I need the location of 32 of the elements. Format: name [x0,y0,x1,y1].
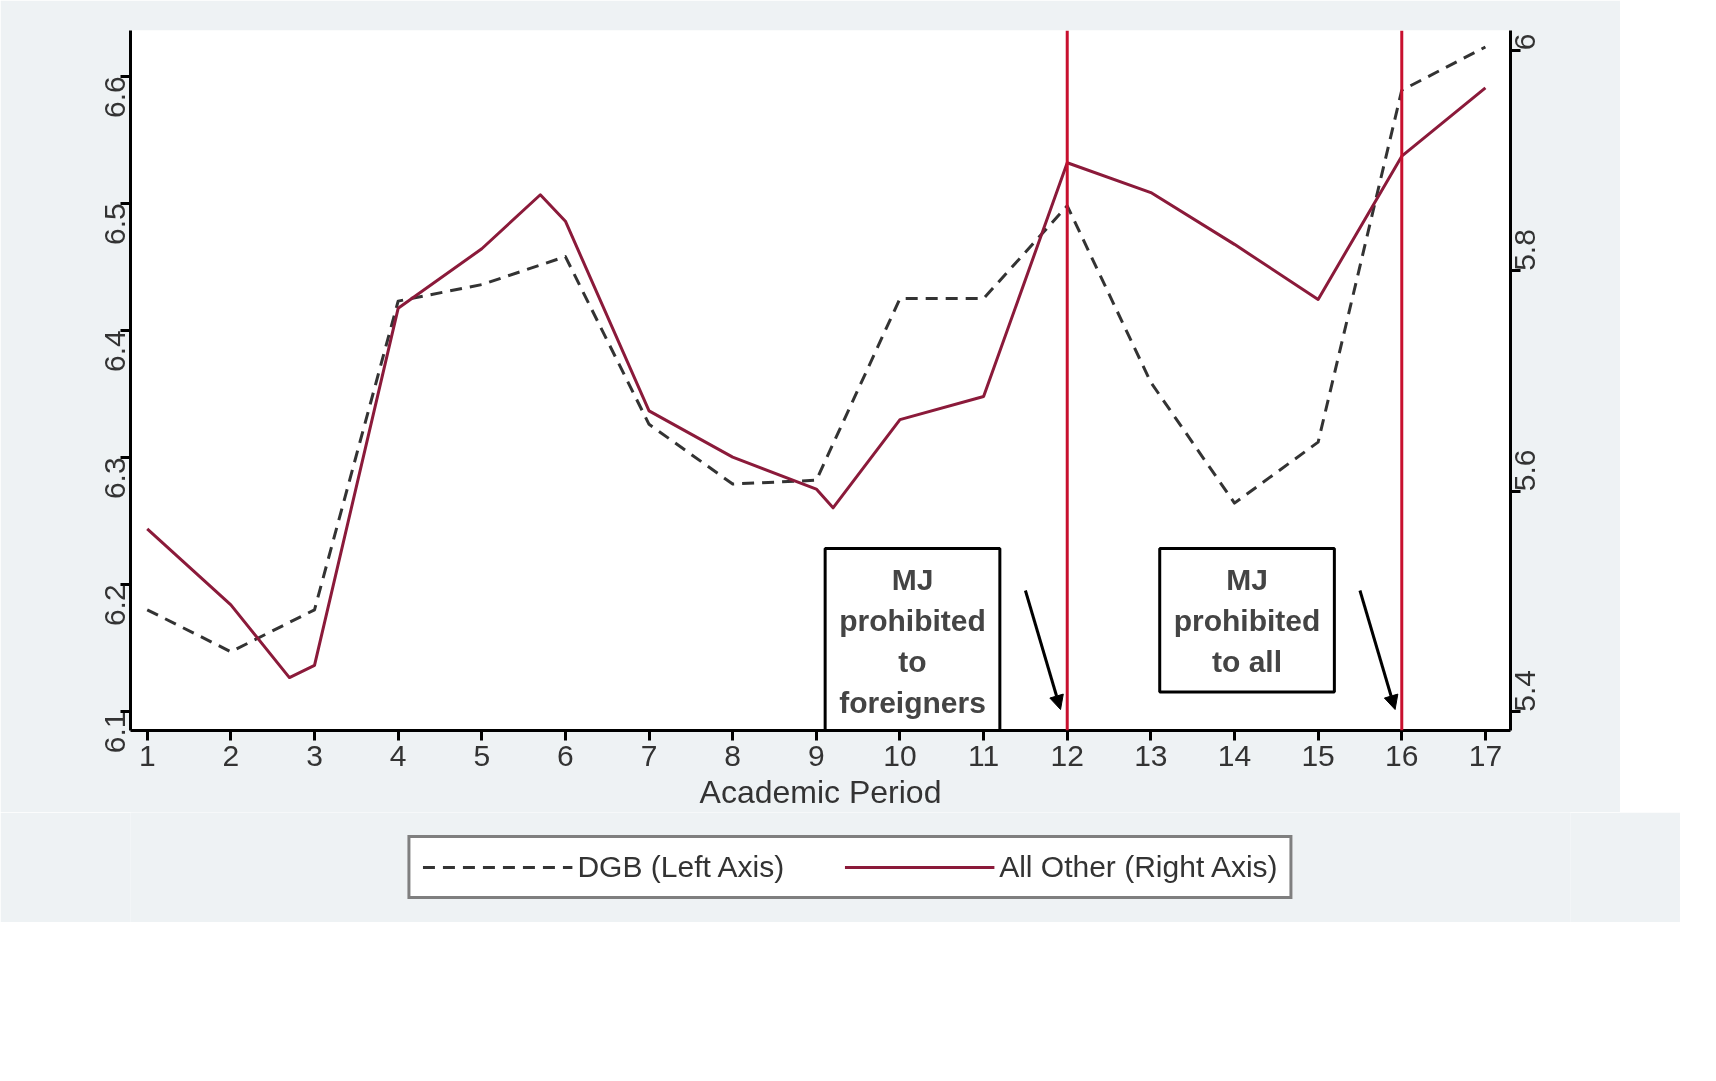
y2-tick-label: 5.8 [1508,229,1542,271]
y-tick-label: 6.1 [98,711,132,754]
legend-label: All Other (Right Axis) [999,850,1278,884]
x-tick-label: 5 [473,738,491,772]
x-axis-title: Academic Period [699,773,942,810]
x-tick-label: 16 [1385,738,1419,772]
x-tick-label: 10 [883,738,917,772]
x-tick-label: 14 [1217,738,1252,772]
x-tick-label: 3 [306,738,323,772]
x-tick-label: 12 [1050,738,1084,772]
x-tick-label: 6 [557,738,574,772]
ref-line-label: MJ prohibited to foreigners [839,562,986,720]
legend-label: DGB (Left Axis) [577,850,785,884]
ref-line-label: MJ prohibited to all [1173,562,1321,678]
y-tick-label: 6.6 [98,76,132,118]
y-tick-label: 6.5 [98,203,132,245]
x-tick-label: 15 [1301,738,1335,772]
y2-tick-label: 5.6 [1508,449,1542,492]
x-tick-label: 2 [222,738,240,772]
x-tick-label: 7 [640,738,658,772]
y-tick-label: 6.2 [98,584,132,627]
y2-tick-label: 5.4 [1508,670,1542,712]
x-tick-label: 4 [389,738,407,772]
y-tick-label: 6.4 [98,330,132,373]
x-tick-label: 9 [807,738,825,772]
y2-tick-label: 6 [1508,33,1542,51]
x-tick-label: 1 [138,738,156,772]
x-tick-label: 17 [1468,738,1503,772]
x-tick-label: 13 [1134,738,1168,772]
x-tick-label: 11 [968,738,1000,772]
y-tick-label: 6.3 [98,457,132,500]
x-tick-label: 8 [724,738,742,772]
